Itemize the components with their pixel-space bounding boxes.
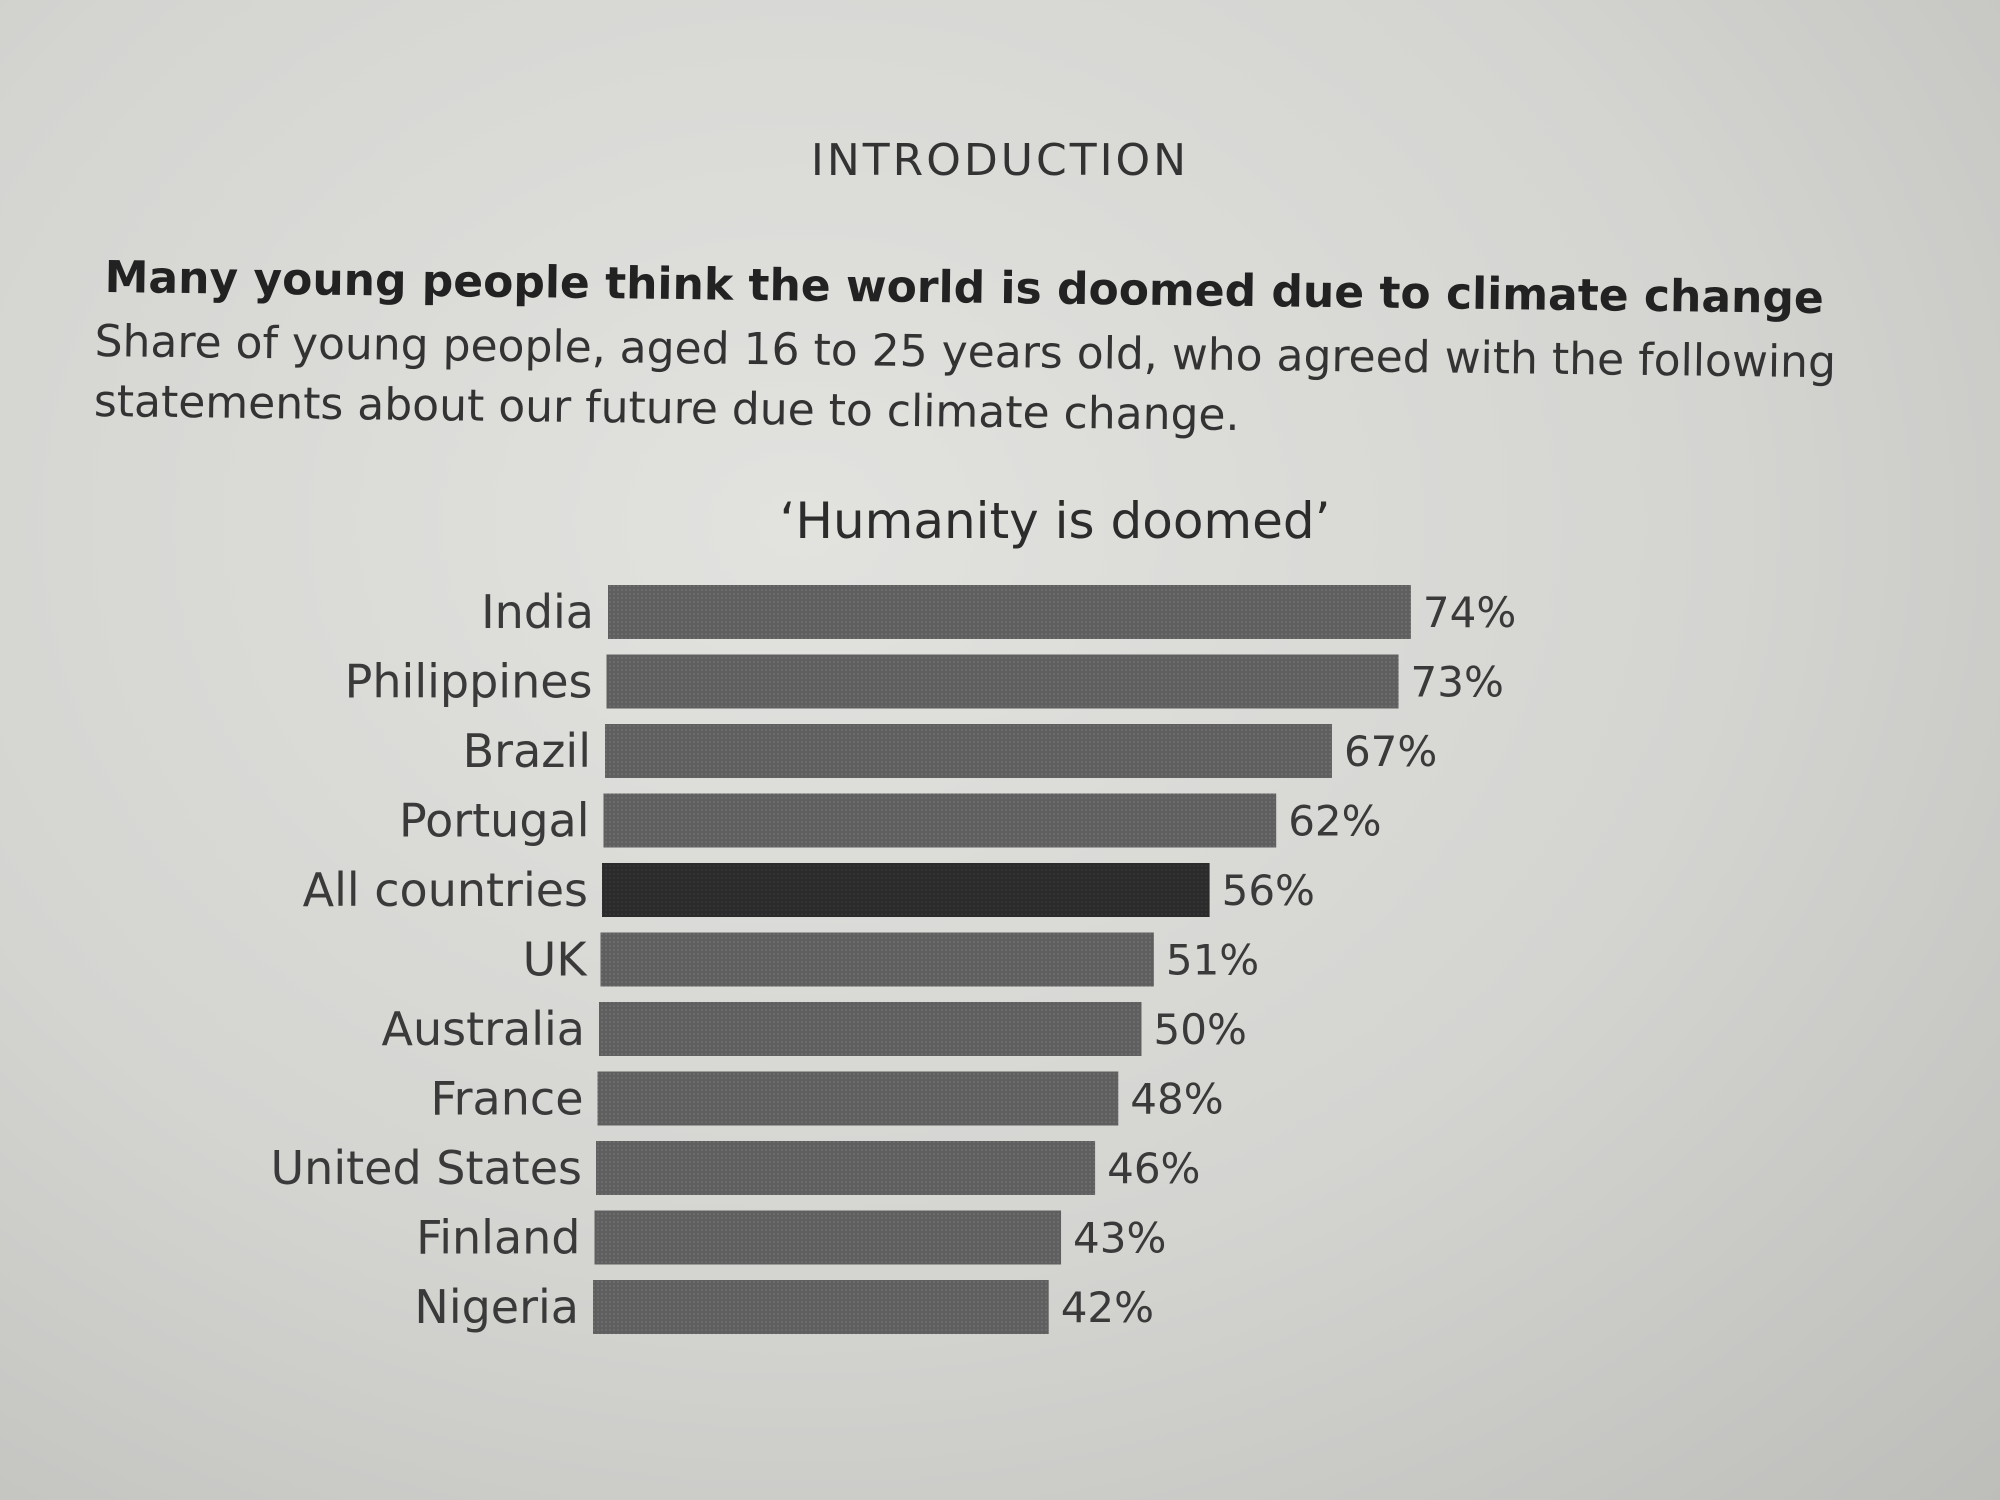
category-label: France [431,1072,584,1126]
value-label: 51% [1166,936,1259,985]
bar-nigeria [593,1280,1049,1334]
value-label: 42% [1061,1283,1154,1332]
bar-brazil [605,724,1332,778]
value-label: 46% [1107,1144,1200,1193]
category-label: Finland [416,1211,580,1265]
bar-france [597,1071,1119,1126]
category-label: Australia [382,1002,585,1056]
value-label: 62% [1288,797,1381,846]
value-label: 73% [1411,658,1504,707]
value-label: 50% [1154,1005,1247,1054]
bar-australia [599,1002,1142,1056]
section-heading: INTRODUCTION [810,135,1190,186]
category-label: Nigeria [414,1280,579,1334]
bar-uk [600,932,1154,987]
category-label: Philippines [345,655,593,709]
chart-title: ‘Humanity is doomed’ [779,492,1331,550]
category-label: India [481,585,594,639]
value-label: 67% [1344,727,1437,776]
bar-india [608,585,1411,639]
bar-all-countries [602,863,1210,917]
category-label: Brazil [463,724,591,778]
bar-united-states [596,1141,1096,1195]
value-label: 56% [1222,866,1315,915]
bar-portugal [603,793,1277,848]
value-label: 48% [1130,1075,1223,1124]
bars-group: India 74% Philippines 73% Brazil 67% Portugal 6… [271,585,1516,1334]
category-label: United States [271,1141,583,1195]
bar-finland [594,1210,1062,1265]
category-label: Portugal [399,794,590,848]
value-label: 74% [1423,588,1516,637]
category-label: All countries [303,863,588,917]
value-label: 43% [1073,1214,1166,1263]
bar-philippines [606,654,1399,709]
category-label: UK [523,933,589,987]
